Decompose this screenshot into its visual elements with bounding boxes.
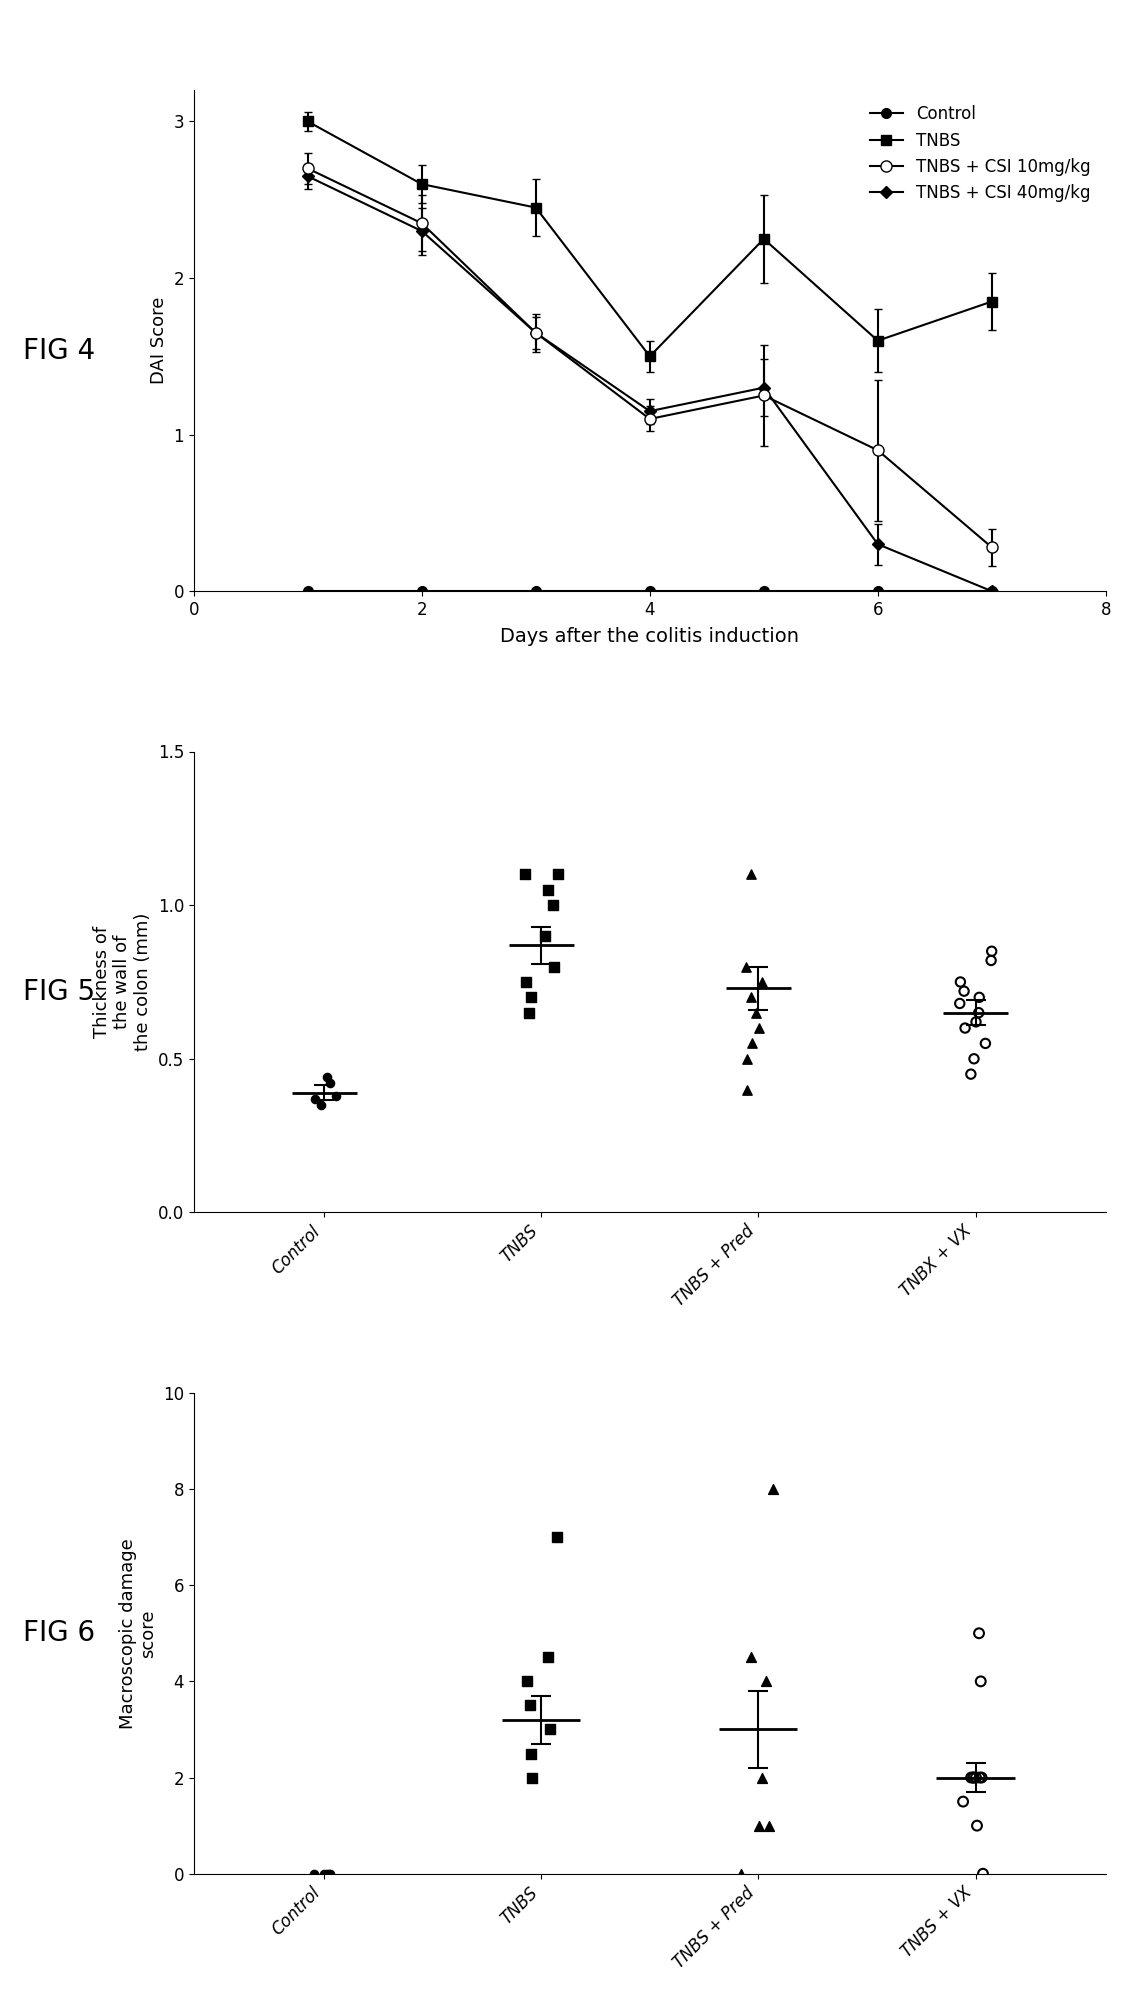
Point (516, 966, 535, 998)
Point (964, 1762, 983, 1794)
Point (544, 890, 562, 922)
Point (315, 1858, 333, 1890)
Point (757, 1665, 775, 1697)
Point (742, 982, 760, 1014)
Y-axis label: Macroscopic damage
score: Macroscopic damage score (119, 1537, 157, 1729)
Point (548, 1521, 567, 1553)
Point (764, 1473, 782, 1505)
Point (306, 1082, 324, 1114)
Point (539, 874, 557, 906)
Point (520, 996, 538, 1028)
Text: FIG 5: FIG 5 (23, 978, 95, 1006)
Point (538, 1641, 556, 1673)
Point (754, 966, 772, 998)
Point (976, 1028, 994, 1060)
Point (311, 1088, 329, 1120)
Point (754, 1762, 772, 1794)
Point (327, 1080, 345, 1112)
Point (974, 1858, 992, 1890)
Point (522, 982, 540, 1014)
Point (739, 1042, 757, 1074)
Point (951, 966, 969, 998)
Point (968, 1810, 986, 1842)
Point (982, 944, 1000, 976)
Point (518, 1665, 536, 1697)
Point (747, 996, 765, 1028)
Point (318, 1858, 336, 1890)
Point (739, 1074, 757, 1106)
Y-axis label: DAI Score: DAI Score (149, 297, 168, 385)
Legend: Control, TNBS, TNBS + CSI 10mg/kg, TNBS + CSI 40mg/kg: Control, TNBS, TNBS + CSI 10mg/kg, TNBS … (863, 98, 1098, 208)
Point (318, 1062, 336, 1094)
Point (304, 1858, 323, 1890)
Point (522, 1737, 540, 1770)
Point (962, 1058, 980, 1090)
Point (956, 1012, 975, 1044)
Point (970, 1617, 988, 1649)
Point (522, 1762, 540, 1794)
Point (971, 1665, 990, 1697)
Text: FIG 4: FIG 4 (23, 337, 95, 365)
Point (545, 950, 563, 982)
Point (742, 1641, 760, 1673)
X-axis label: Days after the colitis induction: Days after the colitis induction (500, 627, 799, 645)
Point (983, 936, 1001, 968)
Point (742, 858, 760, 890)
Point (548, 858, 567, 890)
Point (964, 1042, 983, 1074)
Text: FIG 6: FIG 6 (23, 1619, 95, 1647)
Point (732, 1858, 750, 1890)
Point (742, 1028, 760, 1060)
Point (970, 996, 988, 1028)
Point (536, 920, 554, 952)
Point (970, 1762, 988, 1794)
Point (515, 858, 534, 890)
Point (542, 1713, 560, 1745)
Point (954, 1786, 972, 1818)
Point (750, 1810, 768, 1842)
Point (967, 1762, 985, 1794)
Point (962, 1762, 980, 1794)
Point (750, 1012, 768, 1044)
Y-axis label: Thickness of
the wall of
the colon (mm): Thickness of the wall of the colon (mm) (92, 912, 152, 1052)
Point (736, 950, 755, 982)
Point (955, 976, 974, 1008)
Point (321, 1068, 340, 1100)
Point (951, 988, 969, 1020)
Point (320, 1858, 339, 1890)
Point (521, 1689, 539, 1721)
Point (320, 1858, 339, 1890)
Point (972, 1762, 991, 1794)
Point (967, 1006, 985, 1038)
Point (970, 982, 988, 1014)
Point (964, 1762, 983, 1794)
Point (760, 1810, 779, 1842)
